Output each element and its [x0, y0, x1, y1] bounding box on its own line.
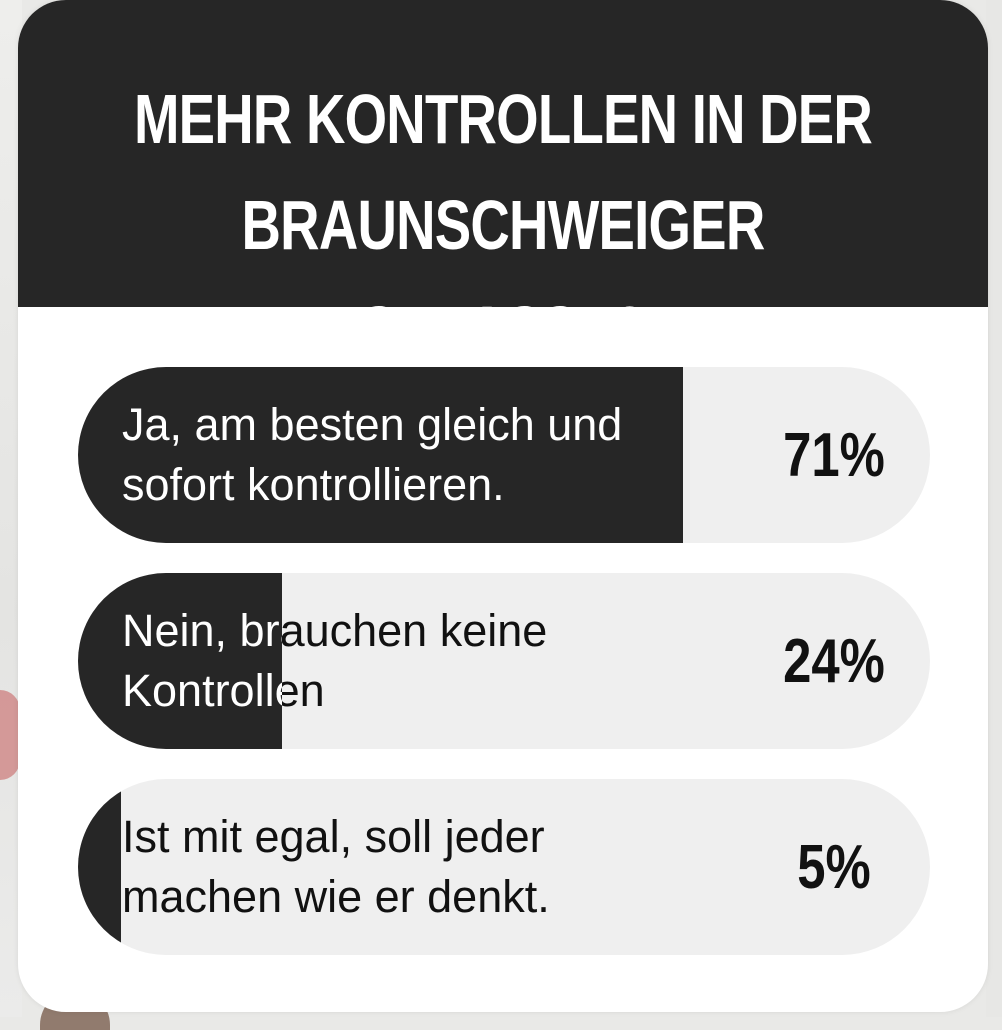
poll-header: MEHR KONTROLLEN IN DER BRAUNSCHWEIGER ST…	[18, 0, 988, 370]
poll-option-2-percent: 24%	[783, 626, 885, 696]
poll-option-1-bar	[78, 367, 683, 543]
background-right-edge	[986, 0, 1002, 1017]
poll-option-3[interactable]: Ist mit egal, soll jeder machen wie er d…	[78, 779, 930, 955]
poll-title: MEHR KONTROLLEN IN DER BRAUNSCHWEIGER ST…	[133, 80, 873, 370]
poll-option-3-percent: 5%	[797, 832, 871, 902]
poll-option-1-percent: 71%	[783, 420, 885, 490]
poll-option-3-label: Ist mit egal, soll jeder machen wie er d…	[122, 811, 550, 922]
poll-option-1-label: Ja, am besten gleich und sofort kontroll…	[122, 399, 623, 510]
poll-option-3-bar	[78, 779, 121, 955]
poll-option-1-label-overlay: Ja, am besten gleich und sofort kontroll…	[122, 399, 623, 510]
background-blurred-shape	[0, 690, 20, 780]
poll-option-2-bar	[78, 573, 282, 749]
poll-option-1[interactable]: Ja, am besten gleich und sofort kontroll…	[78, 367, 930, 543]
poll-option-2-label-overlay: Nein, brauchen keine Kontrollen	[122, 605, 282, 716]
poll-option-2[interactable]: Nein, brauchen keine Kontrollen Nein, br…	[78, 573, 930, 749]
poll-option-2-label: Nein, brauchen keine Kontrollen	[122, 605, 548, 716]
poll-card: MEHR KONTROLLEN IN DER BRAUNSCHWEIGER ST…	[18, 0, 988, 1012]
